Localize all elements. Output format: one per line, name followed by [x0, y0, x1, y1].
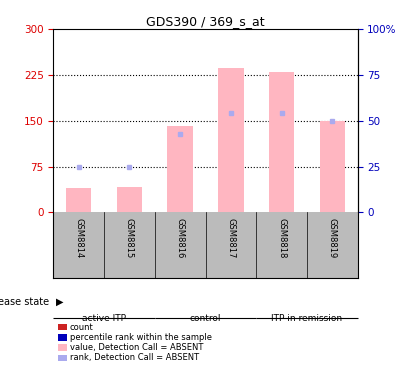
Text: GSM8814: GSM8814	[74, 217, 83, 258]
Text: GSM8819: GSM8819	[328, 217, 337, 258]
Bar	[319, 121, 345, 212]
Bar	[66, 188, 91, 212]
Title: GDS390 / 369_s_at: GDS390 / 369_s_at	[146, 15, 265, 28]
Text: GSM8817: GSM8817	[226, 217, 236, 258]
Bar	[218, 68, 243, 212]
Text: GSM8816: GSM8816	[175, 217, 185, 258]
Text: value, Detection Call = ABSENT: value, Detection Call = ABSENT	[70, 343, 203, 352]
Text: percentile rank within the sample: percentile rank within the sample	[70, 333, 212, 342]
Text: GSM8815: GSM8815	[125, 217, 134, 258]
Text: active ITP: active ITP	[82, 314, 126, 323]
Bar	[269, 72, 294, 212]
Text: ▶: ▶	[55, 297, 63, 307]
Text: ITP in remission: ITP in remission	[271, 314, 342, 323]
Bar	[168, 126, 193, 212]
Text: GSM8818: GSM8818	[277, 217, 286, 258]
Text: control: control	[190, 314, 221, 323]
Bar	[117, 187, 142, 212]
Text: disease state: disease state	[0, 297, 49, 307]
Text: count: count	[70, 323, 94, 332]
Text: rank, Detection Call = ABSENT: rank, Detection Call = ABSENT	[70, 354, 199, 362]
